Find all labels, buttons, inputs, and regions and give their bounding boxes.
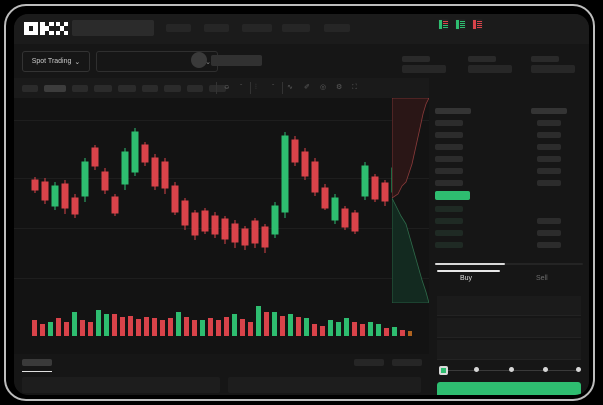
- order-form: Buy Sell: [429, 270, 589, 395]
- last-price-row[interactable]: [435, 191, 470, 200]
- nav-item-2[interactable]: [204, 24, 229, 32]
- slider-handle[interactable]: [439, 366, 448, 375]
- ask-row-price[interactable]: [435, 156, 463, 162]
- order-book-depth-overlay: [392, 98, 429, 303]
- pair-name-placeholder: [211, 55, 262, 66]
- mode-selector-label: Spot Trading: [31, 58, 72, 65]
- bid-row-price[interactable]: [435, 230, 463, 236]
- settings-tool-icon[interactable]: ⚙: [336, 84, 343, 91]
- fullscreen-tool-icon[interactable]: ⛶: [352, 84, 357, 91]
- bottom-card-left[interactable]: [22, 377, 220, 393]
- nav-item-5[interactable]: [324, 24, 350, 32]
- orderbook-layout-bids-icon[interactable]: [455, 19, 466, 30]
- nav-item-3[interactable]: [242, 24, 272, 32]
- timeframe-chip-9[interactable]: [209, 85, 226, 92]
- top-header: [14, 14, 589, 44]
- bid-row-size[interactable]: [537, 218, 561, 224]
- stat-label: [468, 56, 496, 62]
- bottom-action-2[interactable]: [392, 359, 422, 366]
- mode-selector-button[interactable]: Spot Trading ⌄: [22, 51, 90, 72]
- ask-row-price[interactable]: [435, 132, 463, 138]
- okx-logo-icon[interactable]: [24, 22, 68, 35]
- stat-value: [468, 65, 512, 73]
- slider-stop-25[interactable]: [474, 367, 479, 372]
- chevron-down-icon: ⌄: [74, 58, 81, 66]
- ask-row-price[interactable]: [435, 180, 463, 186]
- orderbook-scrollbar[interactable]: [435, 263, 505, 265]
- amount-field[interactable]: [437, 318, 581, 338]
- candles-type-icon[interactable]: ⎉: [224, 84, 230, 91]
- ask-row-size[interactable]: [537, 168, 561, 174]
- timeframe-chip-1[interactable]: [22, 85, 38, 92]
- chevron-down-icon: ⌄: [205, 59, 211, 66]
- line-tool-icon[interactable]: ∿: [287, 84, 293, 91]
- total-field[interactable]: [437, 340, 581, 360]
- candlestick-series: [31, 128, 412, 336]
- timeframe-chip-6[interactable]: [142, 85, 158, 92]
- ask-row-price[interactable]: [435, 144, 463, 150]
- price-field[interactable]: [437, 296, 581, 316]
- order-form-tabs: Buy Sell: [429, 270, 589, 292]
- ask-row-size[interactable]: [537, 180, 561, 186]
- ask-row-size[interactable]: [537, 120, 561, 126]
- nav-item-4[interactable]: [282, 24, 310, 32]
- slider-stop-75[interactable]: [543, 367, 548, 372]
- orderbook-layout-both-icon[interactable]: [438, 19, 449, 30]
- indicator-icon[interactable]: ⫶: [255, 84, 257, 91]
- bottom-action-1[interactable]: [354, 359, 384, 366]
- nav-item-1[interactable]: [166, 24, 191, 32]
- timeframe-chip-5[interactable]: [118, 85, 136, 92]
- slider-stop-50[interactable]: [509, 367, 514, 372]
- bottom-tab-underline: [22, 371, 52, 372]
- slider-stop-100[interactable]: [576, 367, 581, 372]
- price-chart[interactable]: [14, 98, 429, 354]
- order-book[interactable]: [429, 78, 589, 270]
- candles-caret-icon[interactable]: ˉ: [240, 84, 243, 91]
- bid-row-price[interactable]: [435, 218, 463, 224]
- timeframe-chip-7[interactable]: [164, 85, 181, 92]
- stat-label: [402, 56, 430, 62]
- stat-block-2: [468, 56, 512, 73]
- ask-row-price[interactable]: [435, 120, 463, 126]
- orderbook-header-size: [531, 108, 567, 114]
- stat-value: [531, 65, 575, 73]
- submit-buy-button[interactable]: [437, 382, 581, 395]
- ask-row-size[interactable]: [537, 132, 561, 138]
- bid-row-price[interactable]: [435, 206, 463, 212]
- stat-block-1: [402, 56, 446, 73]
- stat-value: [402, 65, 446, 73]
- pencil-tool-icon[interactable]: ✐: [304, 84, 310, 91]
- ask-row-size[interactable]: [537, 156, 561, 162]
- bottom-panel: [14, 354, 429, 395]
- bid-row-size[interactable]: [537, 242, 561, 248]
- active-tab-underline: [437, 270, 500, 272]
- app-screen: Spot Trading ⌄ ⌄: [14, 14, 589, 395]
- timeframe-chip-3[interactable]: [72, 85, 88, 92]
- bid-row-price[interactable]: [435, 242, 463, 248]
- bottom-card-right[interactable]: [228, 377, 421, 393]
- search-input[interactable]: [72, 20, 154, 36]
- magnet-tool-icon[interactable]: ◎: [320, 84, 327, 91]
- stat-label: [531, 56, 559, 62]
- orderbook-header-price: [435, 108, 471, 114]
- tab-sell[interactable]: Sell: [536, 275, 548, 282]
- timeframe-chip-4[interactable]: [94, 85, 112, 92]
- ask-row-size[interactable]: [537, 144, 561, 150]
- coin-avatar-icon: [191, 52, 207, 68]
- timeframe-chip-8[interactable]: [187, 85, 203, 92]
- bottom-tab-1[interactable]: [22, 359, 52, 366]
- ask-row-price[interactable]: [435, 168, 463, 174]
- tab-buy[interactable]: Buy: [460, 275, 473, 282]
- amount-percent-slider[interactable]: [439, 366, 581, 375]
- indicator-caret-icon[interactable]: ˉ: [272, 84, 275, 91]
- stat-block-3: [531, 56, 575, 73]
- orderbook-scrollbar-track: [435, 263, 583, 265]
- bid-row-size[interactable]: [537, 230, 561, 236]
- volume-histogram: [32, 306, 412, 336]
- orderbook-layout-asks-icon[interactable]: [472, 19, 483, 30]
- timeframe-chip-2[interactable]: [44, 85, 66, 92]
